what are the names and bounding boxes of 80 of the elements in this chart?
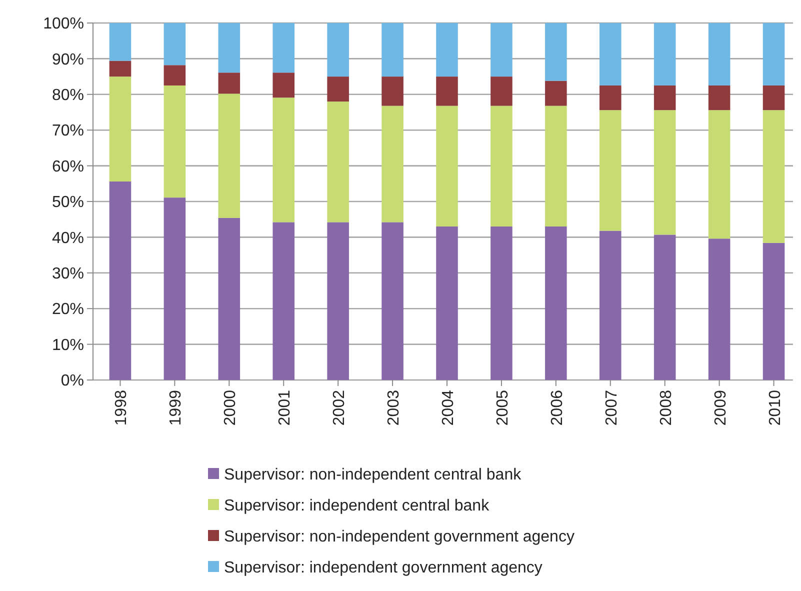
- bar: [654, 234, 676, 380]
- legend-label: Supervisor: independent government agency: [224, 560, 542, 577]
- bar: [490, 76, 512, 106]
- y-tick-label: 10%: [52, 336, 84, 354]
- bar: [599, 23, 622, 86]
- bar: [654, 85, 676, 110]
- bar: [708, 238, 730, 380]
- bar: [708, 85, 730, 110]
- x-tick-label: 2008: [658, 390, 675, 426]
- bar: [436, 76, 458, 106]
- bar: [436, 23, 458, 77]
- y-tick-label: 100%: [43, 16, 84, 33]
- bar: [218, 72, 240, 94]
- y-tick-label: 60%: [52, 158, 84, 176]
- bar: [327, 222, 349, 380]
- bar: [164, 23, 186, 66]
- bar: [654, 110, 676, 235]
- x-tick-label: 2001: [276, 390, 294, 426]
- bar: [327, 102, 349, 222]
- bar: [164, 65, 186, 86]
- bar: [762, 85, 785, 110]
- x-tick-label: 2009: [712, 390, 730, 426]
- bar: [599, 85, 622, 110]
- bar: [762, 242, 785, 380]
- x-tick-label: 2007: [603, 390, 620, 426]
- bar: [272, 222, 295, 380]
- bar: [109, 182, 132, 380]
- bar: [218, 218, 240, 380]
- bar: [545, 80, 567, 106]
- y-tick-label: 90%: [52, 51, 84, 68]
- bar: [762, 23, 785, 86]
- bar: [382, 106, 404, 222]
- bar: [218, 23, 240, 73]
- legend-label: Supervisor: non-independent central bank: [224, 466, 522, 484]
- x-tick-label: 2002: [331, 390, 348, 426]
- bar: [218, 94, 240, 218]
- x-tick-label: 2000: [222, 390, 240, 426]
- y-tick-label: 40%: [52, 230, 84, 247]
- bar: [490, 23, 512, 77]
- bar: [708, 23, 730, 86]
- bar: [109, 76, 132, 182]
- y-tick-label: 30%: [52, 266, 84, 282]
- bar: [272, 72, 295, 98]
- legend-label: Supervisor: non-independent government agency: [224, 528, 574, 546]
- bar: [109, 23, 132, 61]
- bar: [164, 85, 186, 198]
- legend-label: Supervisor: independent central bank: [224, 498, 490, 515]
- bar: [436, 226, 458, 380]
- bar: [109, 60, 132, 77]
- bar: [272, 98, 295, 222]
- bar: [272, 23, 295, 73]
- x-tick-label: 2003: [386, 390, 403, 426]
- x-tick-label: 2006: [548, 390, 566, 426]
- bar: [382, 222, 404, 380]
- y-tick-label: 50%: [52, 194, 84, 212]
- x-tick-label: 1999: [168, 390, 185, 426]
- bar: [762, 110, 785, 243]
- bar: [327, 76, 349, 102]
- y-tick-label: 70%: [52, 122, 84, 140]
- bar: [382, 76, 404, 106]
- y-tick-label: 80%: [52, 87, 84, 104]
- x-tick-label: 2004: [440, 390, 457, 426]
- bar: [599, 230, 622, 380]
- bar: [327, 23, 349, 77]
- bar: [382, 23, 404, 77]
- bar: [599, 110, 622, 231]
- x-tick-label: 2010: [766, 390, 784, 426]
- y-tick-label: 20%: [52, 301, 84, 318]
- bar: [545, 23, 567, 81]
- bar: [708, 110, 730, 239]
- bar: [545, 106, 567, 226]
- x-tick-label: 1998: [113, 390, 130, 426]
- y-tick-label: 0%: [60, 372, 84, 390]
- bar: [545, 226, 567, 380]
- x-tick-label: 2005: [494, 390, 512, 426]
- bar: [164, 198, 186, 380]
- bar: [490, 226, 512, 380]
- bar: [490, 106, 512, 226]
- bar: [436, 106, 458, 226]
- bar: [654, 23, 676, 86]
